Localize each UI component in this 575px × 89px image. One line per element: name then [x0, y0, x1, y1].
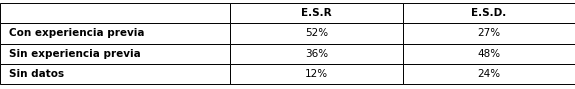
- Bar: [0, 44, 230, 64]
- Text: 36%: 36%: [305, 49, 328, 59]
- Text: 52%: 52%: [305, 28, 328, 38]
- Bar: [402, 44, 575, 64]
- Bar: [230, 3, 402, 23]
- Text: Sin datos: Sin datos: [9, 69, 64, 79]
- Text: 48%: 48%: [477, 49, 500, 59]
- Bar: [230, 64, 402, 84]
- Text: 24%: 24%: [477, 69, 500, 79]
- Text: E.S.R: E.S.R: [301, 8, 332, 18]
- Bar: [230, 23, 402, 44]
- Bar: [0, 3, 230, 23]
- Bar: [0, 23, 230, 44]
- Text: E.S.D.: E.S.D.: [471, 8, 507, 18]
- Bar: [402, 23, 575, 44]
- Text: Sin experiencia previa: Sin experiencia previa: [9, 49, 141, 59]
- Text: 12%: 12%: [305, 69, 328, 79]
- Bar: [402, 3, 575, 23]
- Bar: [402, 64, 575, 84]
- Text: Con experiencia previa: Con experiencia previa: [9, 28, 145, 38]
- Bar: [230, 44, 402, 64]
- Text: 27%: 27%: [477, 28, 500, 38]
- Bar: [0, 64, 230, 84]
